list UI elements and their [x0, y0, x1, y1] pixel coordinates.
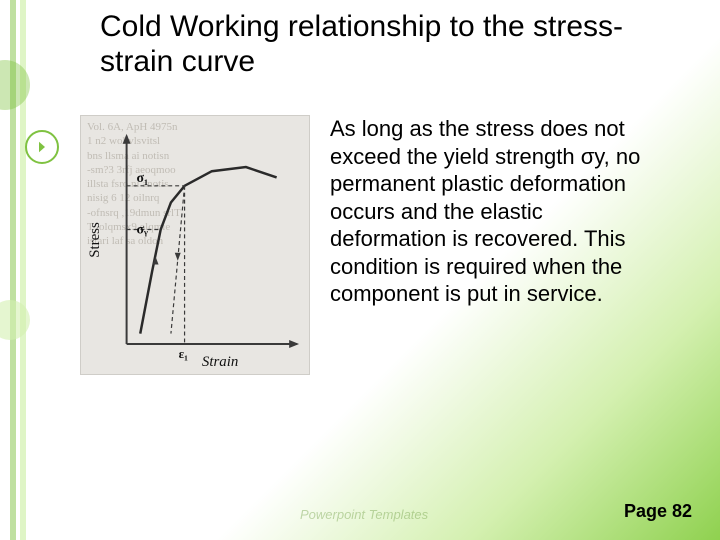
left-decor: [0, 0, 60, 540]
arrow-icon: [25, 130, 59, 164]
decor-stripe: [10, 0, 16, 540]
stress-strain-figure: Vol. 6A, ApH 4975n 1 n2 wol vlsvitsl bns…: [80, 115, 310, 375]
template-watermark: Powerpoint Templates: [300, 507, 428, 522]
decor-stripe: [20, 0, 26, 540]
page-number: Page 82: [624, 501, 692, 522]
svg-text:Stress: Stress: [87, 222, 103, 258]
content-row: Vol. 6A, ApH 4975n 1 n2 wol vlsvitsl bns…: [80, 115, 680, 375]
slide-title: Cold Working relationship to the stress-…: [100, 10, 660, 79]
svg-text:σ₁: σ₁: [137, 171, 149, 186]
decor-circle: [0, 60, 30, 110]
svg-text:σᵧ: σᵧ: [137, 222, 149, 237]
decor-circle: [0, 300, 30, 340]
stress-strain-chart: σ₁ σᵧ ε₁ Stress Strain: [81, 116, 309, 374]
svg-text:ε₁: ε₁: [179, 347, 189, 361]
body-text: As long as the stress does not exceed th…: [330, 115, 660, 375]
svg-text:Strain: Strain: [202, 354, 238, 370]
